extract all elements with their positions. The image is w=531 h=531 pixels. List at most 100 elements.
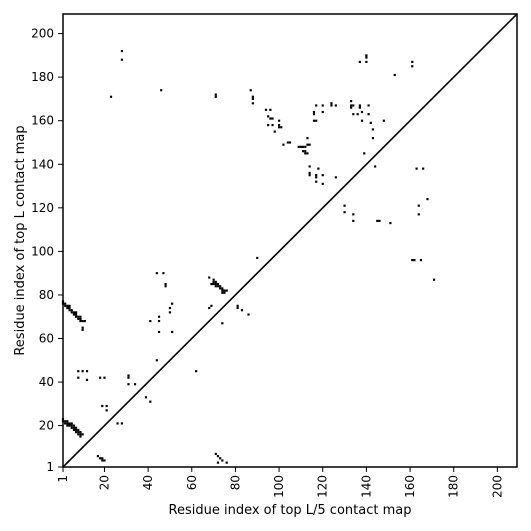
contact-point-top-l5	[64, 420, 67, 423]
contact-point-top-l	[221, 322, 224, 325]
contact-point-top-l5	[66, 424, 69, 427]
contact-point-top-l	[214, 280, 217, 283]
contact-point-top-l5	[116, 422, 119, 425]
contact-point-top-l	[419, 259, 423, 262]
contact-point-top-l	[264, 108, 268, 111]
contact-point-top-l	[277, 126, 281, 129]
contact-point-top-l5	[103, 459, 106, 462]
contact-point-top-l	[315, 180, 318, 183]
contact-point-top-l	[352, 113, 355, 116]
contact-point-top-l5	[72, 424, 76, 427]
contact-point-top-l	[369, 121, 372, 124]
contact-point-top-l	[157, 315, 161, 318]
contact-point-top-l5	[77, 431, 80, 434]
contact-point-top-l	[216, 282, 220, 286]
contact-point-top-l	[221, 287, 224, 290]
contact-point-top-l	[426, 198, 429, 201]
contact-point-top-l5	[72, 428, 76, 432]
contact-point-top-l5	[66, 422, 69, 425]
contact-point-top-l	[267, 123, 270, 127]
contact-point-top-l	[306, 137, 309, 140]
contact-point-top-l	[352, 213, 355, 216]
contact-point-top-l	[164, 285, 167, 288]
contact-point-top-l	[286, 141, 289, 144]
contact-point-top-l	[72, 313, 76, 316]
contact-point-top-l	[297, 145, 300, 148]
contact-point-top-l	[214, 95, 217, 98]
contact-point-top-l	[72, 311, 76, 314]
contact-point-top-l	[157, 330, 161, 334]
contact-point-top-l5	[219, 457, 222, 460]
contact-point-top-l	[308, 143, 311, 146]
contact-point-top-l	[271, 117, 274, 120]
x-tick-label: 160	[403, 475, 417, 498]
x-tick-label: 40	[141, 475, 155, 490]
contact-point-top-l	[330, 102, 333, 105]
contact-point-top-l5	[79, 435, 82, 438]
contact-point-top-l	[411, 60, 414, 64]
contact-point-top-l	[68, 304, 71, 307]
y-tick-label: 1	[46, 460, 54, 474]
contact-point-top-l	[352, 104, 355, 107]
contact-point-top-l	[157, 319, 161, 323]
contact-point-top-l	[83, 319, 86, 323]
contact-point-top-l	[280, 126, 283, 129]
x-axis-label: Residue index of top L/5 contact map	[169, 503, 412, 518]
contact-point-top-l	[249, 89, 252, 92]
contact-point-top-l	[417, 213, 420, 216]
contact-point-top-l	[417, 204, 420, 207]
contact-point-top-l	[308, 171, 311, 175]
contact-point-top-l	[120, 58, 124, 61]
x-tick-label: 180	[447, 475, 461, 498]
contact-point-top-l5	[99, 457, 102, 460]
contact-point-top-l	[75, 315, 78, 318]
contact-point-top-l	[75, 313, 78, 316]
contact-point-top-l	[360, 110, 364, 114]
contact-point-top-l	[127, 376, 130, 379]
contact-point-top-l5	[101, 457, 104, 460]
contact-point-top-l	[365, 56, 368, 59]
contact-point-top-l	[79, 319, 82, 323]
contact-point-top-l	[70, 309, 73, 312]
plot-frame	[62, 13, 518, 468]
x-tick-label: 80	[228, 475, 242, 490]
contact-point-top-l	[304, 152, 307, 155]
contact-point-top-l	[81, 326, 84, 329]
contact-point-top-l	[273, 130, 276, 133]
contact-point-top-l	[105, 404, 108, 408]
contact-point-top-l	[282, 143, 285, 146]
contact-point-top-l	[269, 108, 272, 111]
contact-point-top-l	[214, 285, 217, 288]
contact-point-top-l	[225, 289, 228, 292]
contact-point-top-l	[85, 378, 89, 381]
contact-point-top-l	[321, 174, 324, 177]
contact-point-top-l	[393, 73, 396, 77]
contact-point-top-l	[312, 113, 316, 116]
points-layer	[61, 49, 436, 464]
contact-point-top-l	[374, 165, 377, 168]
contact-point-top-l5	[75, 431, 78, 434]
contact-point-top-l	[413, 259, 416, 262]
y-tick-label: 160	[31, 114, 54, 128]
contact-point-top-l	[350, 104, 353, 107]
contact-point-top-l	[109, 95, 113, 98]
contact-point-top-l	[308, 165, 311, 168]
contact-point-top-l	[352, 219, 355, 222]
contact-point-top-l5	[77, 433, 80, 436]
contact-point-top-l	[212, 280, 215, 283]
contact-point-top-l	[277, 123, 281, 127]
contact-point-top-l	[302, 145, 305, 148]
contact-point-top-l	[195, 370, 198, 373]
contact-point-top-l5	[72, 426, 76, 429]
contact-point-top-l	[358, 104, 361, 107]
contact-point-top-l	[219, 285, 222, 288]
contact-point-top-l	[149, 319, 152, 323]
contact-point-top-l	[66, 304, 69, 307]
contact-point-top-l	[208, 276, 211, 279]
contact-point-top-l	[251, 97, 254, 101]
contact-point-top-l5	[77, 428, 80, 432]
contact-point-top-l5	[75, 428, 78, 432]
contact-point-top-l	[171, 330, 174, 334]
contact-point-top-l	[411, 259, 414, 262]
